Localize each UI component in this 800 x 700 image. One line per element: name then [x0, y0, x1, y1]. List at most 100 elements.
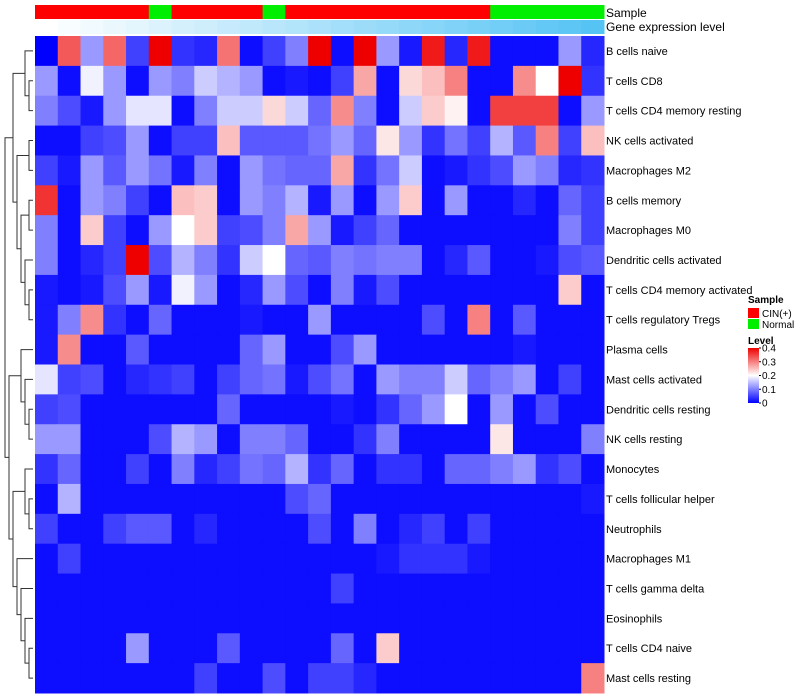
heatmap-cell — [285, 394, 309, 425]
heatmap-cell — [217, 185, 241, 216]
heatmap-cell — [581, 513, 605, 545]
heatmap-cell — [330, 394, 355, 425]
heatmap-cell — [80, 334, 104, 365]
heatmap-cell — [399, 95, 423, 127]
heatmap-cell — [262, 483, 286, 515]
heatmap-cell — [194, 65, 218, 97]
heatmap-cell — [421, 36, 446, 67]
heatmap-cell — [285, 215, 309, 246]
heatmap-cell — [126, 424, 150, 455]
heatmap-cell — [194, 304, 218, 336]
heatmap-cell — [194, 36, 218, 67]
heatmap-cell — [308, 603, 332, 634]
heatmap-cell — [239, 36, 264, 67]
heatmap-cell — [239, 95, 264, 127]
heatmap-cell — [558, 573, 582, 604]
heatmap-cell — [399, 603, 423, 634]
heatmap-cell — [376, 663, 400, 694]
heatmap-cell — [148, 483, 173, 515]
expression-annotation-cell — [376, 20, 400, 34]
heatmap-cell — [490, 95, 514, 127]
heatmap-cell — [239, 155, 264, 186]
legend-tick-label: 0 — [762, 399, 768, 410]
heatmap-cell — [285, 125, 309, 156]
heatmap-cell — [285, 304, 309, 336]
heatmap-cell — [421, 215, 446, 246]
heatmap-cell — [376, 304, 400, 336]
heatmap-cell — [148, 245, 173, 276]
heatmap-cell — [353, 245, 377, 276]
heatmap-cell — [103, 125, 127, 156]
heatmap-cell — [148, 364, 173, 395]
expression-annotation-cell — [57, 20, 82, 34]
heatmap-cell — [103, 155, 127, 186]
heatmap-cell — [330, 36, 355, 67]
dendrogram-branch — [20, 349, 33, 403]
heatmap-cell — [57, 573, 82, 604]
sample-annotation-cell — [80, 5, 104, 19]
heatmap-cell — [421, 65, 446, 97]
heatmap-cell — [126, 125, 150, 156]
heatmap-cell — [239, 424, 264, 455]
heatmap-cell — [217, 454, 241, 485]
heatmap-cell — [558, 245, 582, 276]
heatmap-cell — [512, 394, 537, 425]
heatmap-cell — [421, 424, 446, 455]
heatmap-cell — [581, 274, 605, 306]
heatmap-cell — [262, 36, 286, 67]
heatmap-cell — [467, 394, 491, 425]
heatmap-cell — [330, 454, 355, 485]
expression-annotation-cell — [285, 20, 309, 34]
heatmap-cell — [490, 573, 514, 604]
heatmap-cell — [444, 364, 468, 395]
heatmap-cell — [262, 394, 286, 425]
heatmap-cell — [330, 573, 355, 604]
heatmap-cell — [171, 454, 195, 485]
heatmap-cell — [57, 424, 82, 455]
heatmap-cell — [399, 543, 423, 575]
heatmap-cell — [285, 274, 309, 306]
heatmap-cell — [103, 95, 127, 127]
dendrogram-branch — [4, 137, 13, 458]
legend-label-cin: CIN(+) — [762, 309, 792, 320]
heatmap-cell — [57, 394, 82, 425]
heatmap-cell — [285, 633, 309, 664]
heatmap-cell — [171, 424, 195, 455]
legend-label-normal: Normal — [762, 320, 794, 331]
heatmap-cell — [80, 155, 104, 186]
heatmap-cell — [217, 424, 241, 455]
dendrogram-branch — [28, 199, 33, 231]
heatmap-cell — [399, 454, 423, 485]
heatmap-cell — [239, 633, 264, 664]
heatmap-cell — [148, 663, 173, 694]
heatmap-cell — [148, 603, 173, 634]
heatmap-cell — [80, 394, 104, 425]
heatmap-cell — [308, 663, 332, 694]
heatmap-cell — [103, 663, 127, 694]
heatmap-cell — [581, 543, 605, 575]
heatmap-cell — [376, 633, 400, 664]
heatmap-cell — [35, 185, 59, 216]
heatmap-cell — [171, 65, 195, 97]
heatmap-cell — [490, 394, 514, 425]
heatmap-cell — [126, 663, 150, 694]
heatmap-cell — [512, 603, 537, 634]
heatmap-cell — [194, 394, 218, 425]
heatmap-cell — [535, 573, 559, 604]
heatmap-cell — [421, 663, 446, 694]
heatmap-cell — [239, 364, 264, 395]
heatmap-cell — [262, 513, 286, 545]
heatmap-cell — [148, 185, 173, 216]
row-label: T cells CD4 naive — [606, 643, 692, 655]
heatmap-cell — [376, 483, 400, 515]
dendrogram-branch — [28, 408, 33, 440]
heatmap-cell — [467, 454, 491, 485]
heatmap-cell — [80, 245, 104, 276]
heatmap-cell — [217, 215, 241, 246]
heatmap-cell — [581, 155, 605, 186]
heatmap-cell — [103, 424, 127, 455]
heatmap-cell — [285, 65, 309, 97]
heatmap-cell — [330, 215, 355, 246]
dendrogram-branch — [28, 80, 33, 112]
heatmap-cell — [35, 543, 59, 575]
